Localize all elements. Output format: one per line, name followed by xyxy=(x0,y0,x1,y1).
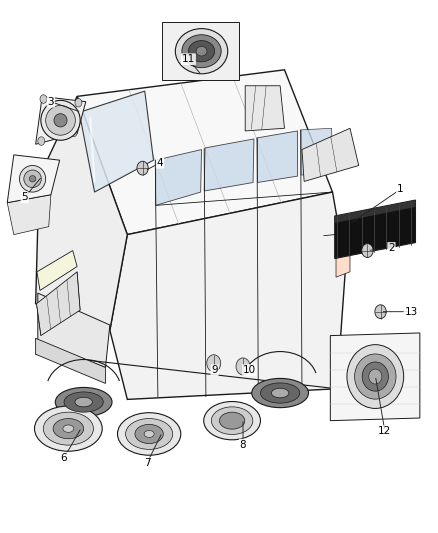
Ellipse shape xyxy=(24,170,41,188)
Ellipse shape xyxy=(196,46,207,56)
Text: 3: 3 xyxy=(48,96,54,107)
Ellipse shape xyxy=(29,175,36,182)
Polygon shape xyxy=(110,192,346,399)
Ellipse shape xyxy=(46,106,75,135)
Text: 9: 9 xyxy=(211,365,218,375)
Polygon shape xyxy=(301,128,332,175)
Polygon shape xyxy=(35,96,127,330)
Circle shape xyxy=(137,161,148,175)
Ellipse shape xyxy=(64,392,103,412)
Polygon shape xyxy=(204,139,254,191)
Text: 4: 4 xyxy=(157,158,163,168)
Polygon shape xyxy=(155,150,201,205)
Bar xyxy=(162,22,239,80)
Ellipse shape xyxy=(182,35,221,68)
Ellipse shape xyxy=(212,407,253,434)
Polygon shape xyxy=(79,91,153,192)
Ellipse shape xyxy=(355,354,396,399)
Text: 12: 12 xyxy=(378,426,392,437)
Polygon shape xyxy=(335,200,416,223)
Circle shape xyxy=(362,244,373,257)
Circle shape xyxy=(236,358,250,375)
Ellipse shape xyxy=(117,413,181,455)
Ellipse shape xyxy=(41,100,80,140)
Polygon shape xyxy=(335,200,416,259)
Text: 11: 11 xyxy=(182,54,195,64)
Polygon shape xyxy=(38,293,110,368)
Text: 5: 5 xyxy=(21,192,28,203)
Polygon shape xyxy=(36,272,80,336)
Polygon shape xyxy=(330,333,420,421)
Ellipse shape xyxy=(347,345,404,408)
Ellipse shape xyxy=(188,41,215,62)
Circle shape xyxy=(40,95,47,103)
Polygon shape xyxy=(245,86,285,131)
Ellipse shape xyxy=(53,418,84,439)
Ellipse shape xyxy=(252,378,308,408)
Polygon shape xyxy=(7,195,51,235)
Text: 10: 10 xyxy=(243,365,256,375)
Ellipse shape xyxy=(19,165,46,192)
Ellipse shape xyxy=(75,397,92,407)
Ellipse shape xyxy=(204,401,261,440)
Polygon shape xyxy=(258,131,297,182)
Ellipse shape xyxy=(126,418,173,449)
Ellipse shape xyxy=(261,383,300,403)
Text: 13: 13 xyxy=(404,306,418,317)
Ellipse shape xyxy=(63,425,74,432)
Text: 7: 7 xyxy=(144,458,150,468)
Circle shape xyxy=(38,137,45,146)
Circle shape xyxy=(375,305,386,319)
Ellipse shape xyxy=(369,369,382,384)
Polygon shape xyxy=(35,96,86,144)
Ellipse shape xyxy=(55,387,112,417)
Ellipse shape xyxy=(35,406,102,451)
Ellipse shape xyxy=(43,412,93,445)
Ellipse shape xyxy=(135,424,163,443)
Circle shape xyxy=(75,99,82,107)
Polygon shape xyxy=(35,338,106,383)
Polygon shape xyxy=(77,70,332,235)
Text: 2: 2 xyxy=(388,243,395,253)
Circle shape xyxy=(207,355,221,372)
Ellipse shape xyxy=(219,412,245,429)
Ellipse shape xyxy=(272,388,289,398)
Polygon shape xyxy=(302,128,359,181)
Polygon shape xyxy=(37,251,77,290)
Polygon shape xyxy=(336,235,350,277)
Ellipse shape xyxy=(144,431,154,438)
Text: 1: 1 xyxy=(397,184,403,195)
Text: 8: 8 xyxy=(240,440,246,450)
Ellipse shape xyxy=(175,29,228,74)
Ellipse shape xyxy=(362,362,389,391)
Ellipse shape xyxy=(54,114,67,127)
Circle shape xyxy=(70,128,77,137)
Polygon shape xyxy=(7,155,60,203)
Text: 6: 6 xyxy=(61,453,67,463)
